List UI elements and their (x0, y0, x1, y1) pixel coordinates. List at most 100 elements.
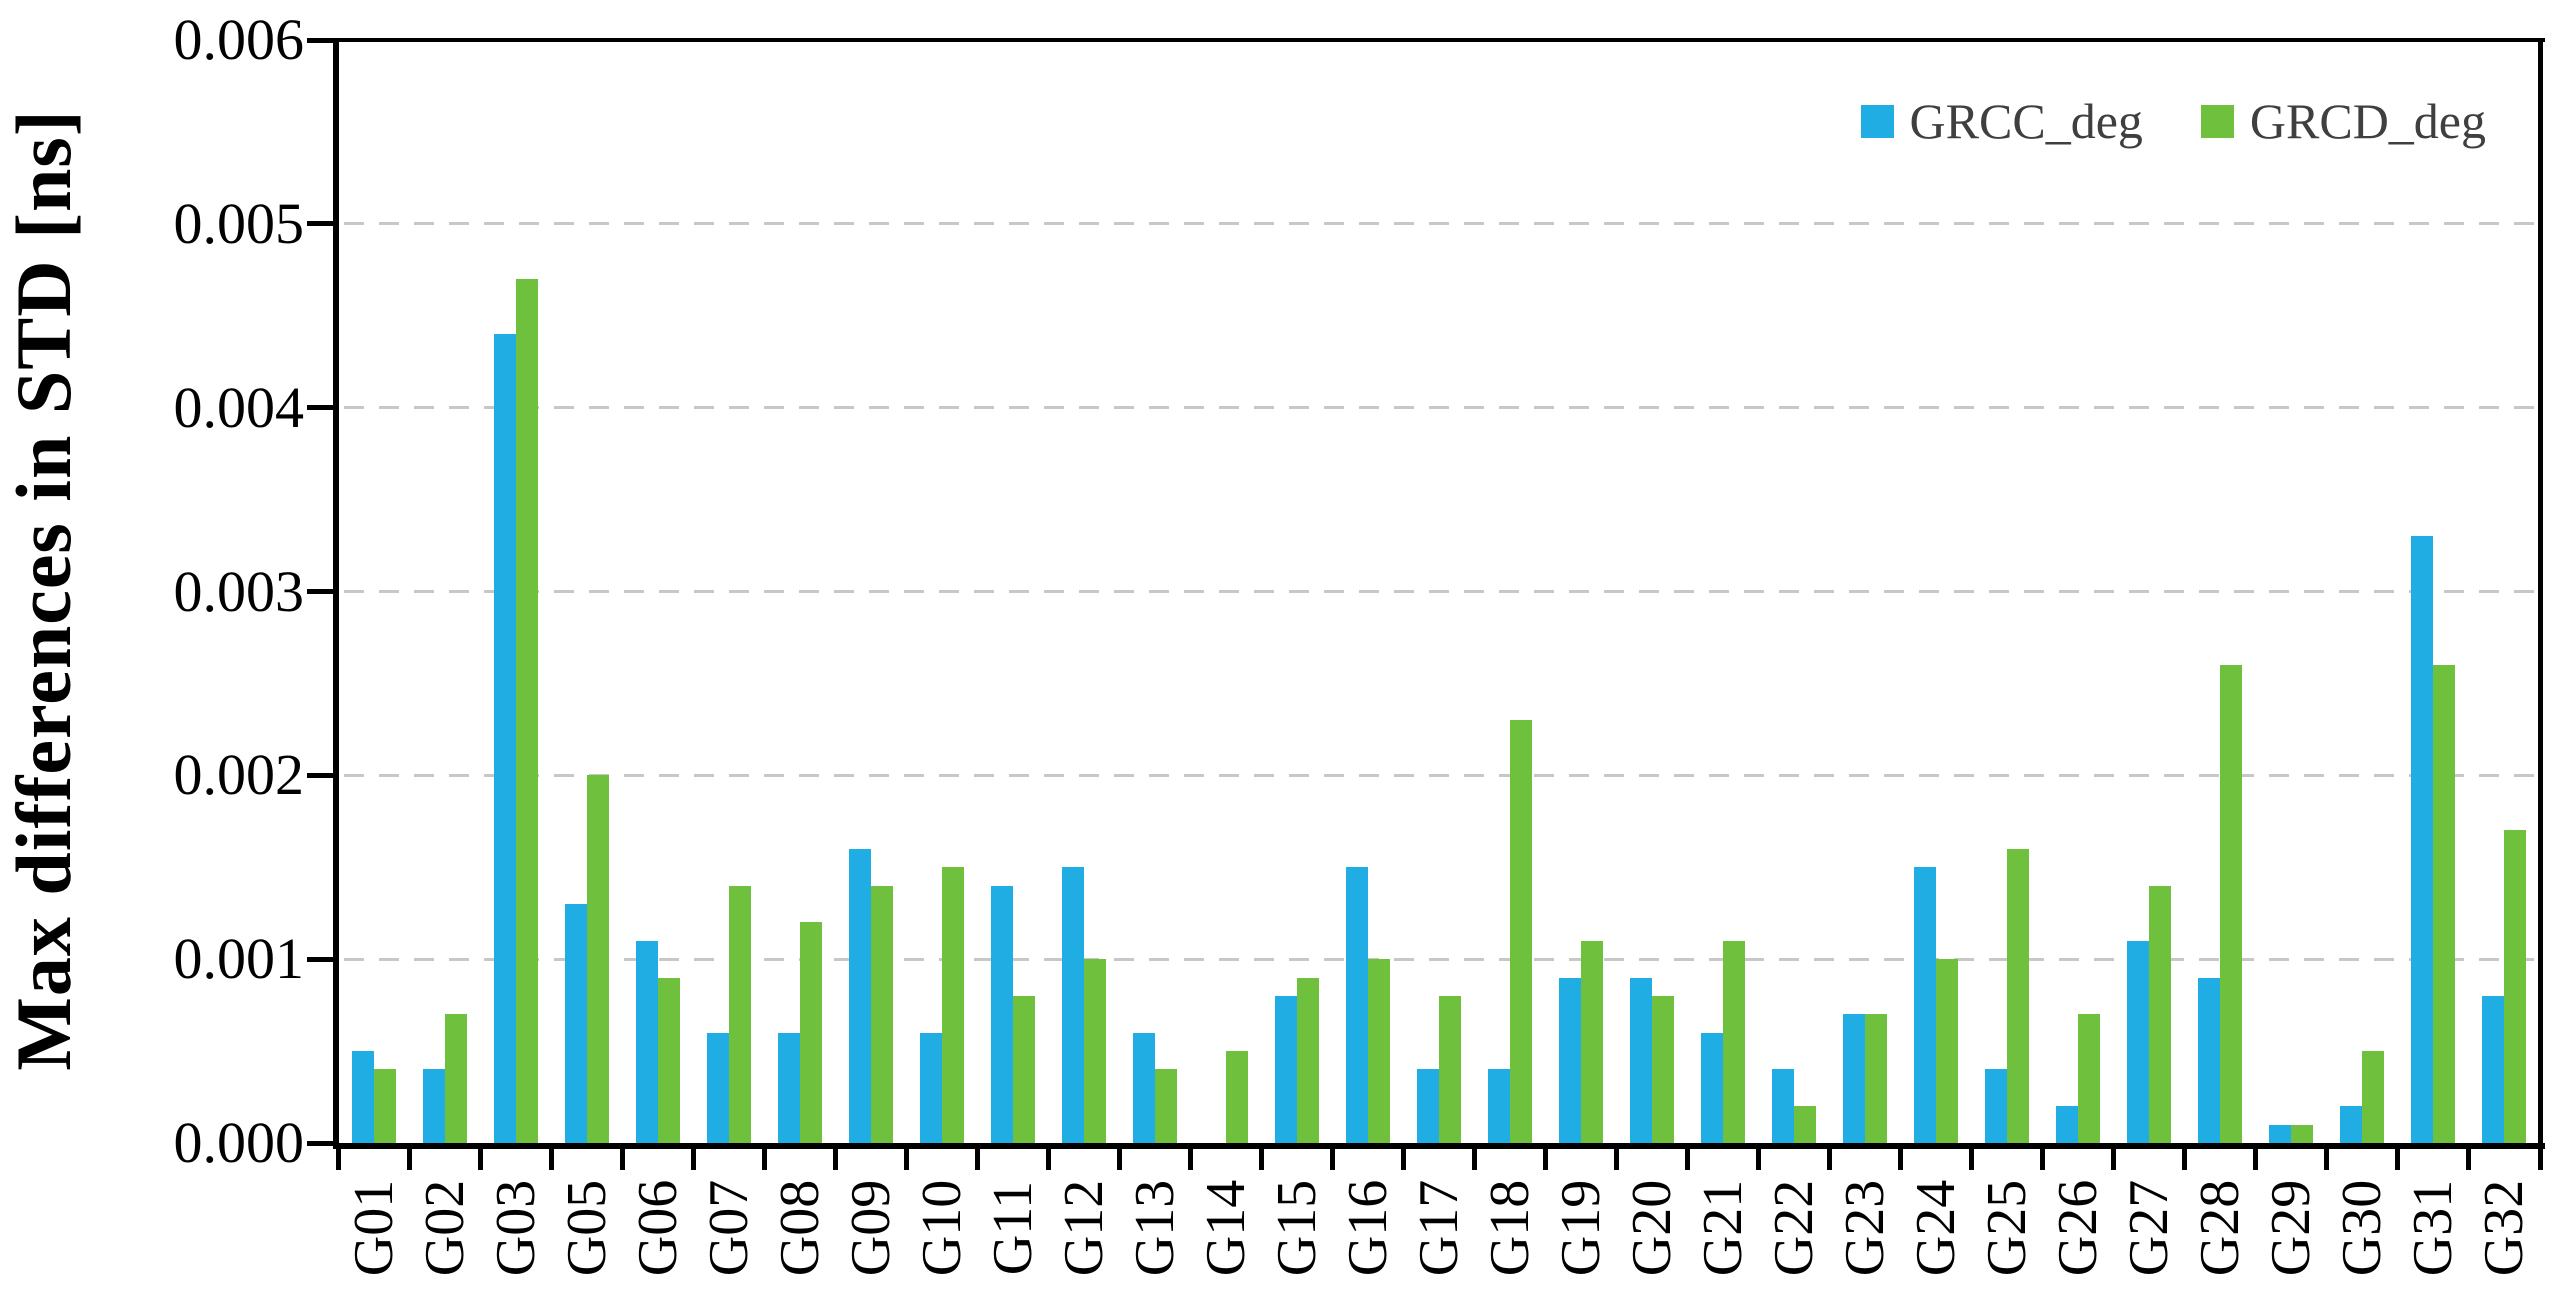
bar-G20-GRCC_deg (1630, 978, 1652, 1143)
bar-G08-GRCC_deg (778, 1033, 800, 1143)
bar-G19-GRCC_deg (1559, 978, 1581, 1143)
bar-G09-GRCD_deg (871, 886, 893, 1143)
x-tick (1045, 1143, 1051, 1170)
y-gridline (344, 590, 2540, 593)
bar-G24-GRCC_deg (1914, 867, 1936, 1143)
bar-G18-GRCD_deg (1510, 720, 1532, 1143)
legend-label-grcd: GRCD_deg (2249, 93, 2486, 149)
x-tick (1187, 1143, 1193, 1170)
bar-G15-GRCC_deg (1275, 996, 1297, 1143)
bar-G14-GRCD_deg (1226, 1051, 1248, 1143)
x-tick (1827, 1143, 1833, 1170)
x-tick-label-G12: G12 (1052, 1179, 1115, 1277)
x-tick-label-G15: G15 (1265, 1179, 1328, 1277)
y-tick (307, 37, 333, 43)
bar-G11-GRCC_deg (991, 886, 1013, 1143)
bar-G16-GRCC_deg (1346, 867, 1368, 1143)
x-tick-label-G01: G01 (342, 1179, 405, 1277)
bar-G21-GRCD_deg (1723, 941, 1745, 1143)
bar-G28-GRCC_deg (2198, 978, 2220, 1143)
x-tick (477, 1143, 483, 1170)
x-tick (2466, 1143, 2472, 1170)
y-tick (307, 405, 333, 411)
x-tick-label-G17: G17 (1408, 1179, 1470, 1277)
y-tick-label: 0.002 (173, 742, 305, 808)
bar-G02-GRCC_deg (423, 1069, 445, 1143)
x-tick-label-G11: G11 (981, 1180, 1044, 1276)
y-axis-title: Max differences in STD [ns] (0, 109, 87, 1071)
legend-item-grcd: GRCD_deg (2200, 92, 2486, 150)
bar-G12-GRCD_deg (1084, 959, 1106, 1143)
x-tick (2537, 1143, 2543, 1170)
bar-G01-GRCC_deg (352, 1051, 374, 1143)
x-tick (2182, 1143, 2188, 1170)
x-tick (761, 1143, 767, 1170)
x-tick (903, 1143, 909, 1170)
x-tick (1400, 1143, 1406, 1170)
bar-G18-GRCC_deg (1488, 1069, 1510, 1143)
x-tick (1898, 1143, 1904, 1170)
y-tick (307, 221, 333, 227)
y-tick (307, 589, 333, 594)
bar-G05-GRCD_deg (587, 775, 609, 1143)
bar-G06-GRCD_deg (658, 978, 680, 1143)
bar-G21-GRCC_deg (1701, 1033, 1723, 1143)
x-axis-line (333, 1143, 2545, 1149)
bar-G22-GRCD_deg (1794, 1106, 1816, 1143)
x-tick (832, 1143, 838, 1170)
y-tick-label: 0.004 (173, 374, 305, 440)
x-tick-label-G14: G14 (1194, 1179, 1257, 1277)
bar-G25-GRCC_deg (1985, 1069, 2007, 1143)
y-tick (307, 956, 333, 962)
x-tick-label-G10: G10 (910, 1179, 973, 1277)
bar-G31-GRCD_deg (2433, 665, 2455, 1143)
x-tick-label-G27: G27 (2118, 1179, 2181, 1277)
x-tick-label-G05: G05 (555, 1179, 618, 1277)
bar-G31-GRCC_deg (2411, 536, 2433, 1143)
x-tick-label-G19: G19 (1550, 1179, 1613, 1277)
x-tick (1685, 1143, 1691, 1170)
x-tick-label-G16: G16 (1336, 1179, 1399, 1277)
bar-G13-GRCD_deg (1155, 1069, 1177, 1143)
bar-G02-GRCD_deg (445, 1014, 467, 1143)
x-tick (1472, 1143, 1478, 1170)
bar-G29-GRCC_deg (2269, 1125, 2291, 1143)
legend-swatch-grcd-icon (2200, 104, 2234, 138)
x-tick-label-G07: G07 (697, 1179, 760, 1277)
y-tick-label: 0.006 (173, 7, 305, 72)
bar-G16-GRCD_deg (1368, 959, 1390, 1143)
bar-G23-GRCD_deg (1865, 1014, 1887, 1143)
x-tick-label-G02: G02 (413, 1179, 476, 1277)
x-tick (335, 1143, 341, 1170)
y-tick (307, 772, 333, 778)
x-tick-label-G30: G30 (2331, 1179, 2394, 1277)
y-gridline (344, 773, 2540, 777)
y-tick-label: 0.001 (173, 926, 305, 992)
bar-G32-GRCD_deg (2504, 830, 2526, 1143)
x-tick-label-G24: G24 (1905, 1179, 1968, 1277)
y-tick-label: 0.003 (173, 558, 305, 624)
x-tick (1329, 1143, 1335, 1170)
bar-G03-GRCD_deg (516, 279, 538, 1143)
x-tick (1614, 1143, 1620, 1170)
bar-G19-GRCD_deg (1581, 941, 1603, 1143)
bar-G27-GRCC_deg (2127, 941, 2149, 1143)
bar-G30-GRCD_deg (2362, 1051, 2384, 1143)
x-tick-label-G03: G03 (484, 1179, 547, 1277)
x-tick-label-G13: G13 (1123, 1179, 1186, 1277)
y-tick-label: 0.005 (173, 190, 305, 256)
x-tick-label-G28: G28 (2189, 1179, 2252, 1277)
x-tick (1116, 1143, 1122, 1170)
bar-G24-GRCD_deg (1936, 959, 1958, 1143)
x-tick (2040, 1143, 2046, 1170)
y-axis-line (333, 40, 339, 1149)
bar-G26-GRCD_deg (2078, 1014, 2100, 1143)
bar-G01-GRCD_deg (374, 1069, 396, 1143)
x-tick (2395, 1143, 2401, 1170)
x-tick-label-G20: G20 (1621, 1179, 1684, 1277)
bar-G26-GRCC_deg (2056, 1106, 2078, 1143)
bar-G03-GRCC_deg (494, 334, 516, 1143)
bar-G32-GRCC_deg (2482, 996, 2504, 1143)
bar-G07-GRCD_deg (729, 886, 751, 1143)
